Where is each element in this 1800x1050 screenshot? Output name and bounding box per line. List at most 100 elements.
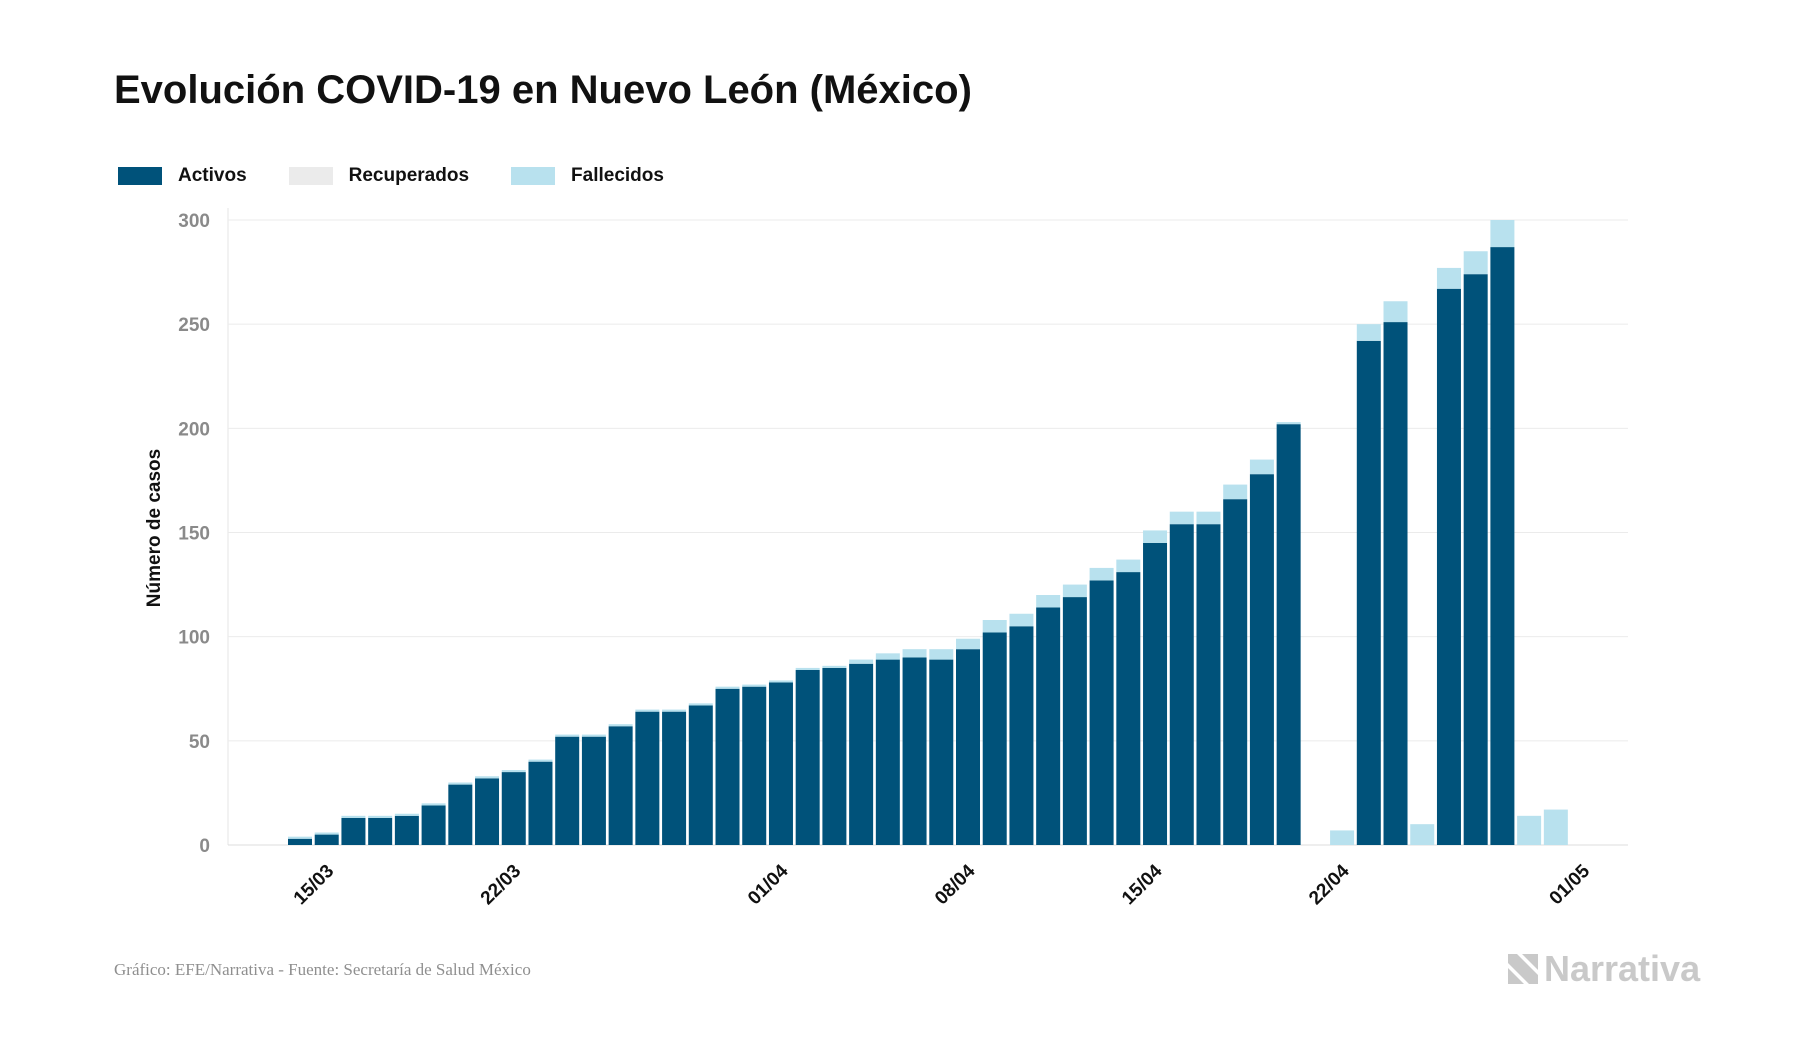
bar-fallecidos [956,638,980,650]
legend-swatch-fallecidos [511,167,556,185]
bar-fallecidos [662,709,687,712]
x-tick-label: 22/04 [1305,860,1354,909]
bar-fallecidos [1383,301,1408,323]
bar-fallecidos [635,709,660,712]
bar-group [849,659,874,845]
bar-fallecidos [982,620,1007,633]
bar-activos [1276,424,1301,845]
bar-fallecidos [581,734,606,737]
bar-group [394,813,419,845]
bar-group [1410,824,1435,845]
bar-fallecidos [1356,324,1381,341]
y-tick-label: 300 [178,211,210,232]
bar-fallecidos [1062,584,1087,598]
bar-activos [421,805,446,845]
bar-group [1169,511,1194,845]
bar-group [341,815,366,845]
bar-group [929,649,954,845]
bar-activos [1143,542,1168,845]
bar-activos [849,663,874,845]
bar-group [635,709,660,845]
bar-activos [929,659,954,845]
bar-group [1436,267,1461,845]
bar-activos [608,726,633,845]
bar-activos [688,705,713,845]
bar-group [1223,484,1248,845]
bar-fallecidos [822,665,847,668]
y-tick-label: 250 [178,315,210,336]
bar-group [1463,251,1488,846]
x-tick-label: 08/04 [931,860,980,909]
y-tick-label: 50 [189,732,210,753]
bar-group [288,836,312,845]
legend-label-activos: Activos [178,165,247,186]
bar-activos [475,778,500,845]
logo-text: Narrativa [1544,948,1701,989]
bar-group [421,803,446,845]
narrativa-logo-icon [1508,954,1538,984]
bar-activos [528,761,553,845]
bar-group [1009,613,1034,845]
bar-activos [982,632,1007,845]
bar-fallecidos [1089,567,1114,581]
legend-swatch-recuperados [288,167,333,185]
grid-lines [227,208,1628,846]
bar-fallecidos [1543,809,1568,845]
bar-activos [581,736,606,845]
bar-activos [956,649,980,845]
bar-group [1490,220,1515,846]
bar-group [501,770,526,845]
bar-group [314,832,339,845]
bar-fallecidos [875,653,900,660]
y-tick-label: 150 [178,524,210,545]
x-tick-label: 22/03 [477,861,525,909]
bar-activos [1116,572,1141,845]
bar-group [368,815,393,845]
bar-fallecidos [1223,484,1248,500]
bar-activos [795,670,820,845]
bar-activos [1383,322,1408,845]
bar-group [982,620,1007,845]
bar-group [902,649,927,845]
bar-group [662,709,687,845]
bar-fallecidos [715,686,740,689]
legend-label-recuperados: Recuperados [348,165,470,186]
bar-group [715,686,740,845]
bar-fallecidos [1036,595,1061,608]
legend-item-activos: Activos [118,165,247,187]
bar-activos [902,657,927,845]
bar-activos [448,784,473,845]
bar-activos [768,682,793,845]
y-axis-ticks: 0 50 100 150 200 250 300 [178,211,210,857]
bar-activos [1089,580,1114,845]
chart-title: Evolución COVID-19 en Nuevo León (México… [114,68,972,112]
bar-group [1356,324,1381,845]
x-tick-label: 01/05 [1546,860,1595,909]
bar-group [742,684,767,845]
y-tick-label: 200 [178,419,210,440]
bar-fallecidos [421,803,446,806]
bar-fallecidos [368,815,393,818]
x-tick-label: 15/03 [290,861,338,909]
legend-item-recuperados: Recuperados [288,165,470,187]
bar-fallecidos [1196,511,1221,525]
source-note: Gráfico: EFE/Narrativa - Fuente: Secreta… [114,960,531,979]
bar-fallecidos [475,776,500,779]
y-axis-label: Número de casos [144,449,165,607]
bar-fallecidos [929,649,954,660]
narrativa-logo: Narrativa [1508,948,1700,990]
bar-fallecidos [1410,824,1435,845]
bar-group [555,734,580,845]
legend-label-fallecidos: Fallecidos [571,165,664,186]
bar-activos [394,815,419,845]
bar-activos [1223,499,1248,845]
bar-fallecidos [1249,459,1274,475]
bar-fallecidos [1276,422,1301,425]
bar-activos [1356,340,1381,845]
bar-activos [1036,607,1061,845]
bar-group [1330,830,1355,845]
bar-activos [1196,524,1221,845]
bar-group [1276,422,1301,845]
bar-fallecidos [688,703,713,706]
bar-group [1143,530,1168,845]
